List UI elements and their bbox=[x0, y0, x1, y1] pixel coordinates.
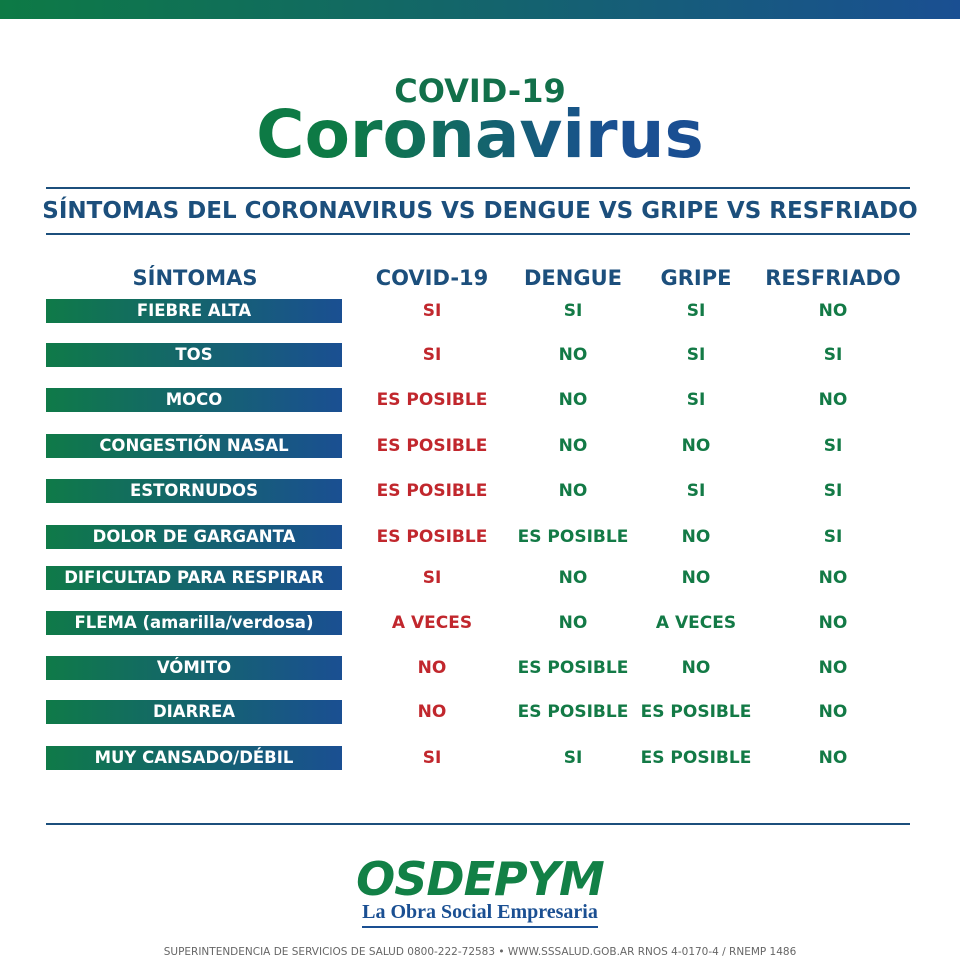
cell-value: NO bbox=[558, 481, 588, 501]
cell-value: NO bbox=[558, 390, 588, 410]
logo: OSDEPYM bbox=[356, 852, 605, 906]
top-bar bbox=[0, 0, 960, 19]
cell-value: ES POSIBLE bbox=[640, 702, 752, 722]
cell-value: NO bbox=[681, 527, 711, 547]
cell-value: NO bbox=[558, 613, 588, 633]
cell-value: ES POSIBLE bbox=[376, 436, 488, 456]
cell-value: NO bbox=[681, 436, 711, 456]
symptom-label: MUY CANSADO/DÉBIL bbox=[46, 746, 342, 770]
tagline: La Obra Social Empresaria bbox=[362, 901, 598, 928]
cell-value: NO bbox=[681, 658, 711, 678]
cell-value: NO bbox=[417, 702, 447, 722]
legal-text: SUPERINTENDENCIA DE SERVICIOS DE SALUD 0… bbox=[163, 946, 797, 958]
cell-value: NO bbox=[818, 702, 848, 722]
cell-value: SI bbox=[686, 390, 706, 410]
cell-value: NO bbox=[818, 568, 848, 588]
cell-value: A VECES bbox=[391, 613, 473, 633]
cell-value: ES POSIBLE bbox=[517, 658, 629, 678]
cell-value: A VECES bbox=[655, 613, 737, 633]
header-top: COVID-19 bbox=[394, 72, 566, 110]
symptom-label: CONGESTIÓN NASAL bbox=[46, 434, 342, 458]
symptom-label: DOLOR DE GARGANTA bbox=[46, 525, 342, 549]
column-header: SÍNTOMAS bbox=[132, 266, 258, 290]
cell-value: NO bbox=[681, 568, 711, 588]
cell-value: NO bbox=[818, 390, 848, 410]
cell-value: NO bbox=[558, 436, 588, 456]
cell-value: SI bbox=[823, 436, 843, 456]
cell-value: ES POSIBLE bbox=[376, 481, 488, 501]
cell-value: NO bbox=[818, 658, 848, 678]
cell-value: ES POSIBLE bbox=[376, 527, 488, 547]
divider bbox=[46, 823, 910, 825]
cell-value: NO bbox=[818, 748, 848, 768]
cell-value: SI bbox=[686, 345, 706, 365]
cell-value: ES POSIBLE bbox=[517, 527, 629, 547]
column-header: DENGUE bbox=[524, 266, 622, 290]
cell-value: SI bbox=[563, 301, 583, 321]
symptom-label: ESTORNUDOS bbox=[46, 479, 342, 503]
cell-value: NO bbox=[417, 658, 447, 678]
cell-value: SI bbox=[563, 748, 583, 768]
column-header: GRIPE bbox=[660, 266, 732, 290]
divider bbox=[46, 233, 910, 235]
cell-value: SI bbox=[686, 481, 706, 501]
symptom-label: TOS bbox=[46, 343, 342, 367]
cell-value: SI bbox=[422, 301, 442, 321]
header-title: Coronavirus bbox=[256, 96, 704, 173]
cell-value: SI bbox=[422, 568, 442, 588]
symptom-label: FIEBRE ALTA bbox=[46, 299, 342, 323]
cell-value: ES POSIBLE bbox=[640, 748, 752, 768]
subtitle: SÍNTOMAS DEL CORONAVIRUS VS DENGUE VS GR… bbox=[42, 198, 918, 224]
column-header: RESFRIADO bbox=[765, 266, 901, 290]
cell-value: NO bbox=[558, 568, 588, 588]
cell-value: NO bbox=[818, 301, 848, 321]
column-header: COVID-19 bbox=[375, 266, 489, 290]
cell-value: SI bbox=[422, 345, 442, 365]
symptom-label: FLEMA (amarilla/verdosa) bbox=[46, 611, 342, 635]
header-title-wrap: Coronavirus bbox=[0, 96, 960, 173]
cell-value: SI bbox=[823, 481, 843, 501]
cell-value: ES POSIBLE bbox=[517, 702, 629, 722]
cell-value: SI bbox=[686, 301, 706, 321]
cell-value: ES POSIBLE bbox=[376, 390, 488, 410]
symptom-label: DIFICULTAD PARA RESPIRAR bbox=[46, 566, 342, 590]
cell-value: SI bbox=[823, 527, 843, 547]
cell-value: NO bbox=[818, 613, 848, 633]
cell-value: SI bbox=[823, 345, 843, 365]
cell-value: SI bbox=[422, 748, 442, 768]
symptom-label: VÓMITO bbox=[46, 656, 342, 680]
cell-value: NO bbox=[558, 345, 588, 365]
symptom-label: DIARREA bbox=[46, 700, 342, 724]
symptom-label: MOCO bbox=[46, 388, 342, 412]
divider bbox=[46, 187, 910, 189]
